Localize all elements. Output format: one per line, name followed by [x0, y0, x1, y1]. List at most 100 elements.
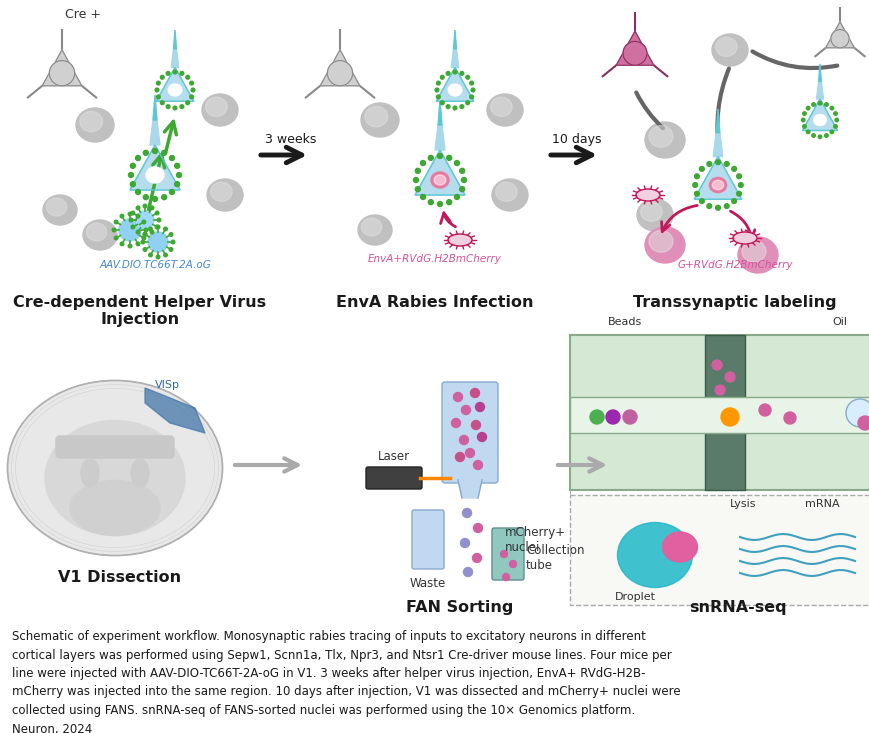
- Ellipse shape: [644, 122, 684, 158]
- Circle shape: [731, 199, 736, 204]
- Circle shape: [149, 253, 152, 257]
- Ellipse shape: [636, 199, 673, 231]
- Ellipse shape: [146, 167, 164, 183]
- Polygon shape: [615, 32, 653, 65]
- Text: FAN Sorting: FAN Sorting: [406, 600, 513, 615]
- Ellipse shape: [80, 111, 103, 132]
- Ellipse shape: [81, 459, 99, 487]
- Circle shape: [475, 402, 484, 411]
- Circle shape: [156, 225, 159, 229]
- Circle shape: [156, 255, 160, 259]
- Ellipse shape: [205, 97, 227, 117]
- Text: Cre +: Cre +: [65, 8, 101, 21]
- Circle shape: [150, 206, 154, 210]
- Polygon shape: [149, 120, 160, 145]
- Circle shape: [166, 105, 169, 108]
- Polygon shape: [43, 50, 82, 86]
- Text: mRNA: mRNA: [804, 499, 839, 509]
- Polygon shape: [415, 150, 464, 195]
- Ellipse shape: [45, 421, 185, 536]
- Circle shape: [428, 199, 433, 205]
- Circle shape: [120, 214, 123, 218]
- Text: VISp: VISp: [155, 380, 179, 390]
- Circle shape: [143, 248, 147, 251]
- Ellipse shape: [357, 215, 392, 245]
- Circle shape: [130, 182, 136, 187]
- Circle shape: [163, 253, 167, 257]
- Circle shape: [173, 106, 176, 110]
- Circle shape: [131, 211, 135, 215]
- Circle shape: [129, 172, 133, 177]
- Polygon shape: [129, 145, 180, 190]
- FancyArrowPatch shape: [717, 69, 728, 152]
- Text: Laser: Laser: [377, 450, 409, 463]
- Circle shape: [437, 153, 442, 158]
- Circle shape: [136, 155, 141, 161]
- Polygon shape: [457, 480, 481, 498]
- Circle shape: [436, 81, 440, 85]
- Circle shape: [589, 410, 603, 424]
- Ellipse shape: [83, 220, 116, 250]
- Circle shape: [143, 232, 147, 236]
- Circle shape: [446, 72, 449, 75]
- Ellipse shape: [715, 37, 736, 56]
- Circle shape: [160, 101, 164, 105]
- Circle shape: [469, 95, 473, 99]
- Circle shape: [143, 150, 148, 155]
- Ellipse shape: [149, 170, 161, 180]
- Circle shape: [454, 161, 459, 166]
- Circle shape: [459, 435, 468, 444]
- Circle shape: [446, 199, 451, 205]
- Circle shape: [162, 195, 167, 199]
- Circle shape: [175, 163, 180, 169]
- Circle shape: [128, 244, 131, 248]
- Circle shape: [833, 125, 836, 128]
- FancyBboxPatch shape: [366, 467, 421, 489]
- Circle shape: [800, 118, 804, 122]
- Circle shape: [440, 101, 444, 105]
- Circle shape: [130, 163, 136, 169]
- Circle shape: [327, 61, 352, 86]
- Text: Nuclei: Nuclei: [706, 317, 741, 327]
- Circle shape: [824, 133, 827, 137]
- Circle shape: [175, 182, 180, 187]
- Text: EnvA Rabies Infection: EnvA Rabies Infection: [335, 295, 534, 310]
- Circle shape: [156, 225, 160, 229]
- Ellipse shape: [492, 179, 527, 211]
- Polygon shape: [320, 50, 360, 86]
- Circle shape: [136, 214, 140, 218]
- Circle shape: [699, 199, 703, 204]
- Text: Cre-dependent Helper Virus
Injection: Cre-dependent Helper Virus Injection: [13, 295, 266, 328]
- Circle shape: [114, 236, 118, 240]
- Polygon shape: [825, 22, 853, 48]
- Polygon shape: [145, 388, 205, 433]
- Ellipse shape: [640, 202, 661, 221]
- Circle shape: [169, 189, 175, 194]
- Circle shape: [171, 240, 175, 244]
- Circle shape: [155, 88, 159, 92]
- Circle shape: [509, 561, 516, 567]
- Circle shape: [460, 539, 469, 548]
- Circle shape: [136, 211, 154, 229]
- Circle shape: [162, 150, 167, 155]
- Circle shape: [152, 149, 157, 153]
- Circle shape: [156, 81, 160, 85]
- Circle shape: [120, 242, 123, 246]
- Circle shape: [473, 523, 482, 532]
- Polygon shape: [818, 64, 820, 81]
- Circle shape: [720, 408, 738, 426]
- Circle shape: [465, 75, 469, 79]
- Text: Lysis: Lysis: [729, 499, 756, 509]
- Circle shape: [829, 106, 833, 110]
- Circle shape: [693, 191, 699, 196]
- Circle shape: [453, 70, 456, 74]
- FancyArrowPatch shape: [752, 51, 836, 68]
- Polygon shape: [437, 100, 441, 125]
- Circle shape: [446, 155, 451, 161]
- Ellipse shape: [661, 532, 697, 562]
- Circle shape: [802, 112, 806, 115]
- Ellipse shape: [648, 231, 673, 252]
- Circle shape: [459, 169, 464, 173]
- Ellipse shape: [131, 459, 149, 487]
- Circle shape: [715, 160, 720, 165]
